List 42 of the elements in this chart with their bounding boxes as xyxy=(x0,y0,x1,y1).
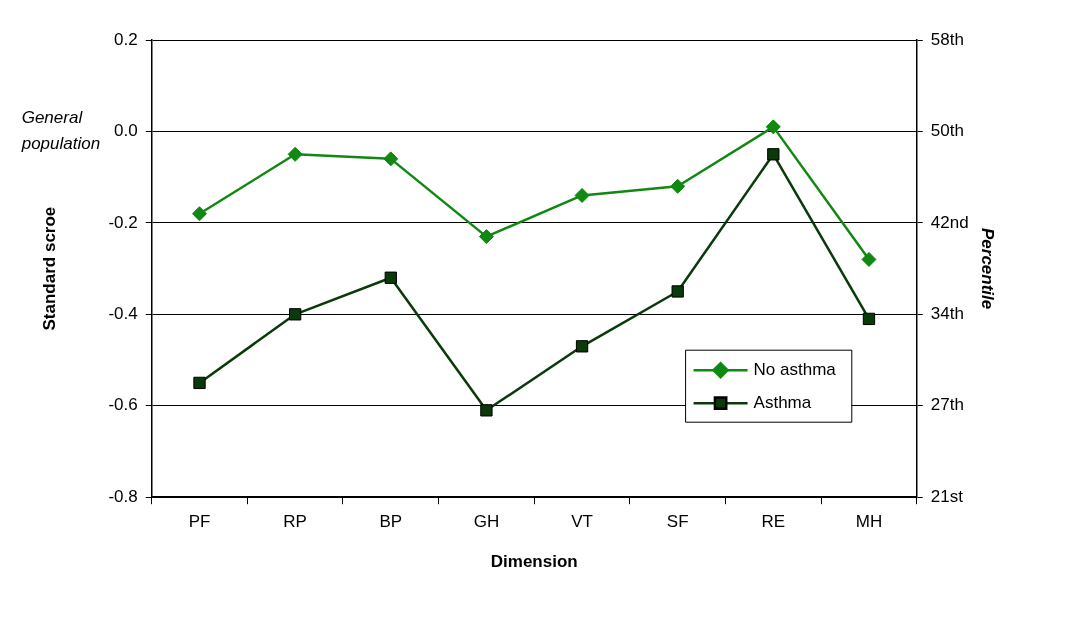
x-tick-label: RP xyxy=(283,512,307,532)
point xyxy=(288,308,302,321)
point xyxy=(765,119,781,135)
point xyxy=(478,229,494,245)
legend-label: No asthma xyxy=(753,359,837,379)
point xyxy=(383,151,399,167)
category-label: 21st xyxy=(930,486,963,506)
point xyxy=(671,285,684,298)
legend-label: Asthma xyxy=(753,392,812,412)
x-tick-label: RE xyxy=(761,512,786,532)
point xyxy=(575,340,589,353)
x-tick-label: MH xyxy=(855,512,883,532)
y-axis-title: Standard scroe xyxy=(39,206,59,331)
point xyxy=(192,206,208,222)
text: General population xyxy=(20,108,101,154)
category-label: 42nd xyxy=(930,212,969,232)
y2-axis-title: Percentile xyxy=(978,227,998,310)
point xyxy=(384,271,397,284)
x-tick-label: VT xyxy=(571,512,593,532)
y-tick-label: -0.8 xyxy=(108,486,138,506)
x-tick-label: PF xyxy=(188,512,211,532)
y-tick-label: 0.0 xyxy=(114,121,138,141)
point xyxy=(287,146,303,162)
point xyxy=(574,187,590,203)
y-tick-label: -0.6 xyxy=(108,395,138,415)
point xyxy=(670,178,686,194)
category-label: 50th xyxy=(930,121,964,141)
point xyxy=(480,404,493,417)
point xyxy=(767,148,780,161)
x-tick-label: SF xyxy=(666,512,689,532)
point xyxy=(861,251,877,267)
point xyxy=(862,312,876,326)
point xyxy=(193,376,206,390)
category-label: 58th xyxy=(930,29,964,49)
category-label: 34th xyxy=(930,304,964,324)
y-tick-label: 0.2 xyxy=(114,29,138,49)
x-tick-label: GH xyxy=(473,512,500,532)
y-tick-label: -0.4 xyxy=(108,304,138,324)
x-axis-title: Dimension xyxy=(490,552,578,572)
y-tick-label: -0.2 xyxy=(108,212,138,232)
x-tick-label: BP xyxy=(379,512,403,532)
category-label: 27th xyxy=(930,395,964,415)
